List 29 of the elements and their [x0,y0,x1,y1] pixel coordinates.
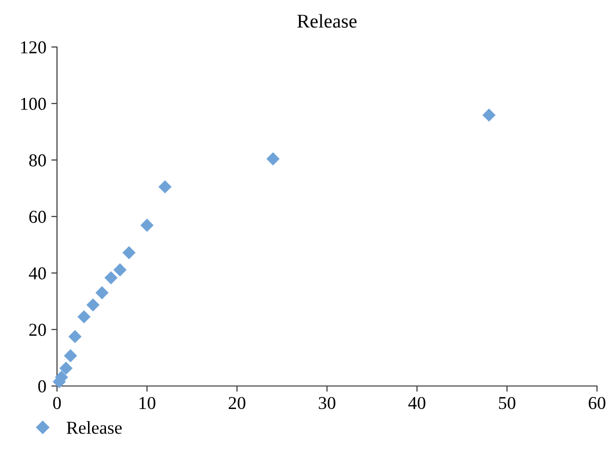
x-tick-label: 30 [318,396,336,410]
x-tick-label: 20 [228,396,246,410]
y-tick-label: 80 [29,154,46,166]
point [122,246,136,260]
point [68,330,82,344]
y-tick-label: 120 [21,41,46,54]
y-tick-label: 40 [28,267,46,280]
x-tick-label: 50 [499,396,516,410]
point [158,180,172,194]
x-tick-label: 0 [53,396,61,410]
legend-label: Release [66,421,122,434]
point [140,218,154,232]
point [113,263,127,276]
y-tick-label: 100 [21,98,46,110]
chart-title: Release [297,14,357,28]
y-tick-label: 20 [29,324,46,336]
y-tick-label: 0 [38,380,46,392]
point [104,271,118,284]
point [482,108,496,122]
point [86,298,100,312]
x-tick-label: 10 [140,396,156,410]
point [77,310,91,324]
x-tick-label: 60 [588,396,606,410]
y-tick-label: 60 [29,210,46,223]
x-tick-label: 40 [408,396,426,410]
point [59,362,73,375]
point [95,286,109,300]
point [64,349,78,362]
point [266,152,280,166]
